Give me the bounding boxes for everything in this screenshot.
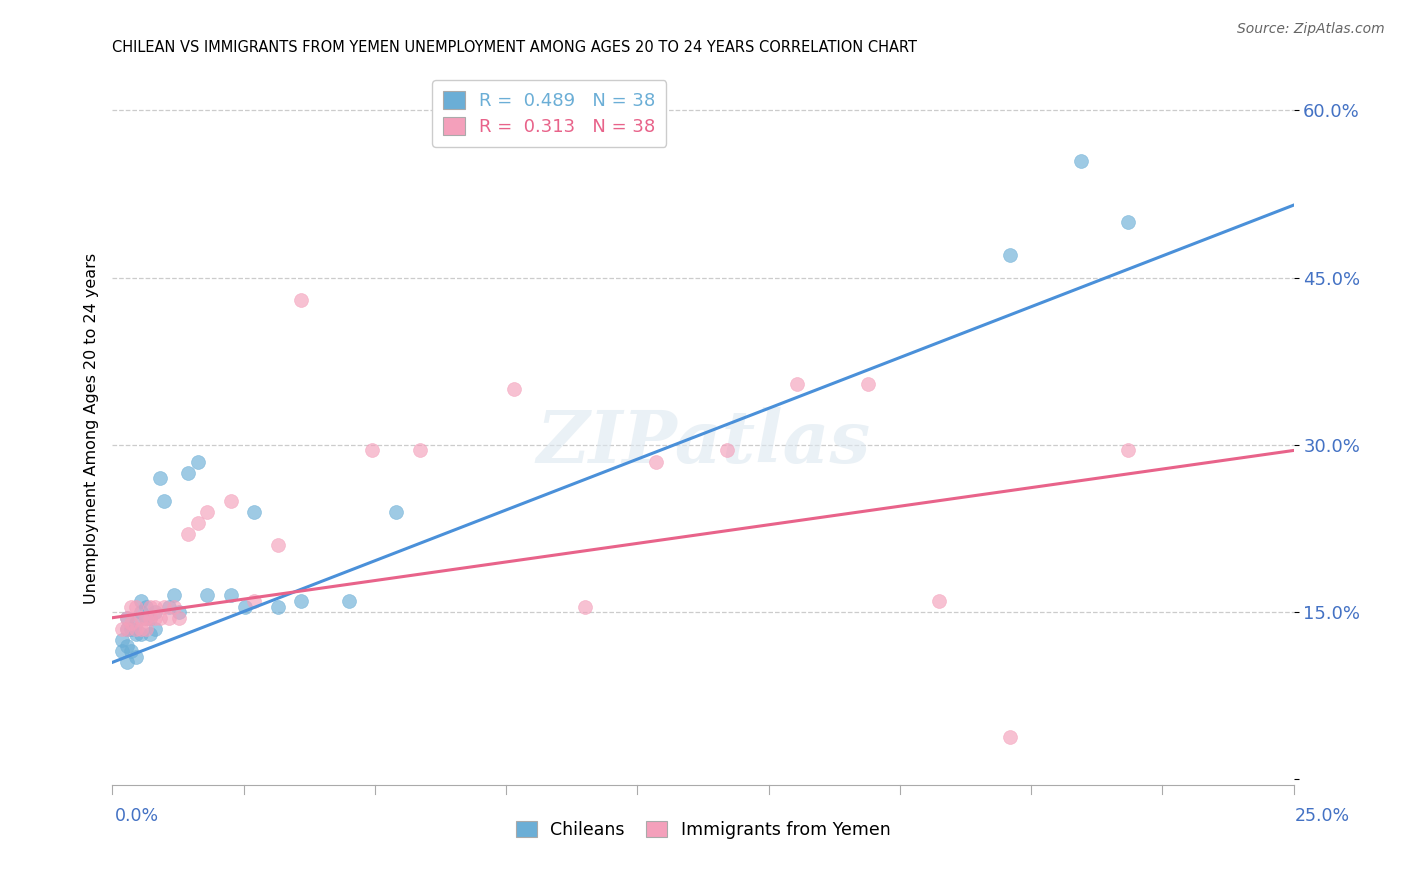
Point — [153, 493, 176, 508]
Point — [503, 382, 526, 396]
Point — [928, 594, 950, 608]
Point — [125, 622, 148, 636]
Point — [125, 649, 148, 664]
Point — [786, 376, 808, 391]
Point — [361, 443, 384, 458]
Text: 0.0%: 0.0% — [115, 807, 159, 825]
Point — [998, 248, 1021, 262]
Point — [129, 594, 152, 608]
Point — [115, 611, 138, 625]
Point — [139, 611, 162, 625]
Point — [644, 455, 666, 469]
Point — [337, 594, 360, 608]
Point — [219, 493, 242, 508]
Point — [186, 516, 208, 530]
Point — [163, 599, 186, 614]
Point — [129, 622, 152, 636]
Point — [139, 611, 162, 625]
Point — [111, 633, 134, 648]
Point — [195, 505, 218, 519]
Point — [120, 599, 142, 614]
Point — [135, 599, 157, 614]
Point — [243, 505, 266, 519]
Point — [385, 505, 408, 519]
Point — [177, 527, 200, 541]
Text: CHILEAN VS IMMIGRANTS FROM YEMEN UNEMPLOYMENT AMONG AGES 20 TO 24 YEARS CORRELAT: CHILEAN VS IMMIGRANTS FROM YEMEN UNEMPLO… — [112, 40, 918, 55]
Point — [243, 594, 266, 608]
Point — [115, 622, 138, 636]
Point — [143, 599, 166, 614]
Point — [143, 622, 166, 636]
Point — [115, 655, 138, 669]
Point — [135, 611, 157, 625]
Point — [149, 611, 172, 625]
Text: 25.0%: 25.0% — [1295, 807, 1350, 825]
Point — [1070, 153, 1092, 168]
Point — [115, 639, 138, 653]
Point — [111, 644, 134, 658]
Text: ZIPatlas: ZIPatlas — [536, 407, 870, 478]
Point — [177, 466, 200, 480]
Point — [143, 611, 166, 625]
Point — [139, 627, 162, 641]
Point — [233, 599, 256, 614]
Point — [120, 622, 142, 636]
Point — [998, 730, 1021, 744]
Legend: Chileans, Immigrants from Yemen: Chileans, Immigrants from Yemen — [508, 812, 898, 847]
Point — [120, 616, 142, 631]
Point — [716, 443, 738, 458]
Point — [139, 599, 162, 614]
Point — [219, 589, 242, 603]
Point — [157, 599, 180, 614]
Point — [129, 627, 152, 641]
Point — [186, 455, 208, 469]
Point — [135, 622, 157, 636]
Point — [129, 611, 152, 625]
Point — [163, 589, 186, 603]
Point — [1116, 215, 1139, 229]
Point — [115, 622, 138, 636]
Point — [858, 376, 880, 391]
Point — [135, 611, 157, 625]
Point — [167, 611, 190, 625]
Point — [115, 611, 138, 625]
Point — [290, 293, 312, 307]
Point — [143, 605, 166, 619]
Point — [120, 644, 142, 658]
Point — [153, 599, 176, 614]
Y-axis label: Unemployment Among Ages 20 to 24 years: Unemployment Among Ages 20 to 24 years — [83, 252, 98, 604]
Point — [290, 594, 312, 608]
Point — [125, 627, 148, 641]
Point — [267, 599, 290, 614]
Point — [267, 538, 290, 552]
Point — [574, 599, 596, 614]
Point — [111, 622, 134, 636]
Point — [1116, 443, 1139, 458]
Point — [125, 599, 148, 614]
Point — [408, 443, 430, 458]
Point — [129, 605, 152, 619]
Point — [125, 616, 148, 631]
Point — [149, 471, 172, 485]
Point — [167, 605, 190, 619]
Point — [195, 589, 218, 603]
Point — [157, 611, 180, 625]
Text: Source: ZipAtlas.com: Source: ZipAtlas.com — [1237, 22, 1385, 37]
